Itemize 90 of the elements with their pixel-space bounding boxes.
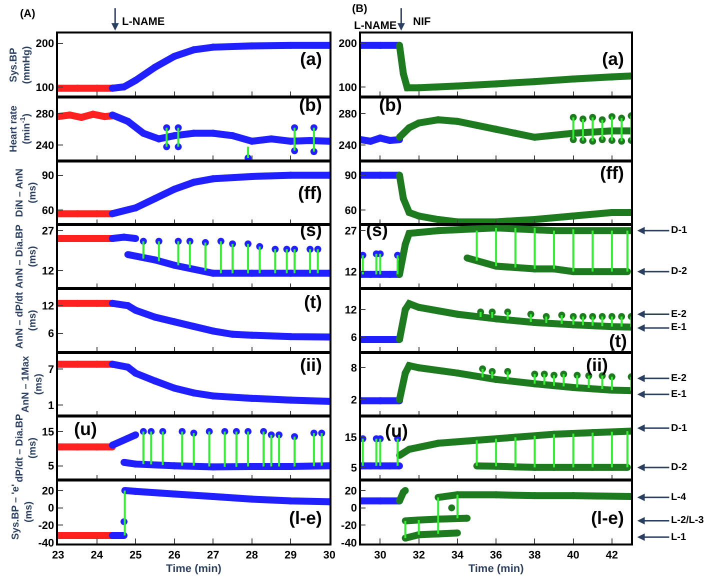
x-tick-label: 26 bbox=[168, 549, 181, 562]
y-tick-label: 12 bbox=[42, 300, 54, 312]
x-axis-title: Time (min) bbox=[166, 563, 222, 576]
annotation: (a) bbox=[300, 49, 322, 69]
annotation: (a) bbox=[602, 49, 624, 69]
text: D-2 bbox=[671, 266, 688, 277]
annotation: (u) bbox=[385, 421, 408, 441]
annotation: (t) bbox=[609, 331, 627, 351]
text: L-NAME bbox=[354, 20, 397, 32]
y-tick-label: 5 bbox=[350, 462, 357, 474]
annotation: (l-e) bbox=[289, 508, 322, 528]
y-axis-title: dP/dt – Dia.BP (ms) bbox=[14, 414, 38, 482]
text: L-NAME bbox=[122, 16, 165, 28]
annotation: (ff) bbox=[600, 163, 624, 183]
y-tick-label: 2 bbox=[350, 394, 357, 407]
y-tick-label: 200 bbox=[36, 38, 54, 50]
y-tick-label: 15 bbox=[344, 432, 357, 444]
x-tick-label: 29 bbox=[284, 549, 297, 562]
text: L-2/L-3 bbox=[671, 515, 704, 526]
y-tick-label: 100 bbox=[338, 82, 357, 94]
y-tick-label: 20 bbox=[344, 485, 357, 498]
y-tick-label: 280 bbox=[36, 108, 54, 120]
y-tick-label: 280 bbox=[338, 108, 357, 120]
x-tick-label: 28 bbox=[246, 549, 258, 562]
y-tick-label: 0 bbox=[48, 502, 54, 515]
text: (A) bbox=[20, 8, 36, 20]
y-tick-label: 0 bbox=[350, 502, 357, 515]
y-tick-label: 60 bbox=[42, 205, 54, 218]
text: (B) bbox=[352, 3, 368, 15]
y-tick-label: 240 bbox=[338, 140, 357, 152]
text: L-4 bbox=[671, 492, 686, 503]
y-axis-title: Sys.BP – 'e' (ms) bbox=[10, 484, 35, 540]
y-axis-title: Sys.BP (mmHg) bbox=[8, 46, 32, 84]
y-axis-title: DiN – AnN (ms) bbox=[14, 168, 38, 218]
y-tick-label: 7 bbox=[48, 364, 54, 376]
y-axis-title: AnN – Dia.BP (ms) bbox=[14, 224, 38, 289]
y-tick-label: 12 bbox=[344, 304, 357, 316]
x-tick-label: 42 bbox=[606, 549, 618, 562]
y-tick-label: -40 bbox=[341, 537, 357, 550]
text: D-2 bbox=[671, 462, 688, 473]
y-tick-label: 15 bbox=[42, 426, 54, 438]
x-tick-label: 36 bbox=[490, 549, 502, 562]
annotation: (b) bbox=[299, 95, 322, 115]
annotation: (t) bbox=[304, 292, 322, 312]
x-tick-label: 34 bbox=[451, 549, 464, 562]
y-tick-label: 1 bbox=[48, 400, 54, 412]
x-tick-label: 38 bbox=[528, 549, 541, 562]
text: D-1 bbox=[671, 225, 688, 236]
y-tick-label: 90 bbox=[344, 170, 357, 182]
y-axis-title: AnN – dP/dt (ms) bbox=[14, 291, 38, 349]
y-tick-label: 90 bbox=[42, 170, 54, 182]
x-tick-label: 30 bbox=[323, 549, 336, 562]
y-tick-label: 6 bbox=[48, 328, 54, 340]
annotation: (b) bbox=[379, 95, 402, 115]
y-tick-label: 6 bbox=[350, 332, 357, 344]
text: E-2 bbox=[671, 373, 687, 384]
y-tick-label: 200 bbox=[338, 38, 357, 50]
text: E-2 bbox=[671, 309, 687, 320]
x-tick-label: 30 bbox=[374, 549, 386, 562]
y-axis-title: AnN – 1Max (ms) bbox=[20, 355, 45, 413]
y-tick-label: 5 bbox=[48, 460, 54, 473]
annotation: (ii) bbox=[300, 355, 322, 375]
y-tick-label: -40 bbox=[38, 537, 54, 550]
y-tick-label: 27 bbox=[344, 225, 357, 238]
y-tick-label: 12 bbox=[344, 266, 357, 278]
y-tick-label: 8 bbox=[350, 362, 357, 375]
y-tick-label: -20 bbox=[38, 520, 54, 532]
text: E-1 bbox=[671, 389, 687, 400]
annotation: (ii) bbox=[586, 355, 608, 375]
annotation: (l-e) bbox=[591, 508, 624, 528]
y-tick-label: 100 bbox=[36, 82, 54, 94]
x-axis-title: Time (min) bbox=[468, 563, 524, 576]
y-tick-label: 20 bbox=[42, 485, 54, 498]
text: NIF bbox=[413, 16, 431, 28]
y-tick-label: -20 bbox=[341, 520, 357, 532]
y-tick-label: 240 bbox=[36, 140, 54, 152]
x-tick-label: 32 bbox=[412, 549, 425, 562]
text: E-1 bbox=[671, 322, 687, 333]
x-tick-label: 25 bbox=[130, 549, 142, 562]
annotation: (u) bbox=[74, 419, 97, 439]
text: D-1 bbox=[671, 423, 688, 434]
x-tick-label: 23 bbox=[52, 549, 64, 562]
annotation: (ff) bbox=[298, 183, 322, 203]
y-tick-label: 12 bbox=[42, 265, 54, 278]
text: L-1 bbox=[671, 532, 686, 543]
x-tick-label: 40 bbox=[567, 549, 580, 562]
y-tick-label: 60 bbox=[344, 205, 357, 218]
y-tick-label: 27 bbox=[42, 225, 54, 238]
x-tick-label: 24 bbox=[90, 549, 104, 562]
x-tick-label: 27 bbox=[207, 549, 220, 562]
